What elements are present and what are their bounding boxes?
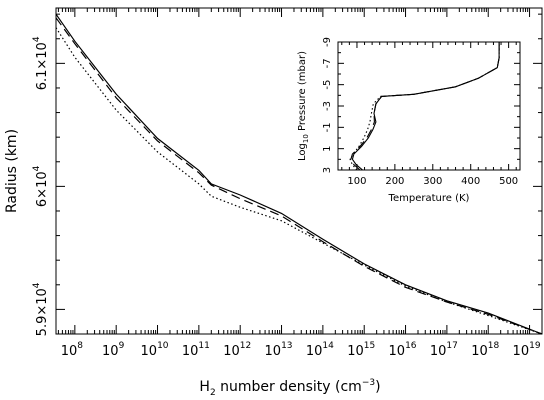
inset-x-tick-label: 200 xyxy=(385,176,404,187)
inset-y-tick-label: -5 xyxy=(322,80,333,90)
main-y-tick-label: 6.1×104 xyxy=(32,36,50,90)
main-plot-frame xyxy=(55,7,543,335)
main-x-tick-label: 1019 xyxy=(513,341,541,359)
main-x-tick-label: 1010 xyxy=(141,341,169,359)
inset-x-tick-label: 400 xyxy=(461,176,480,187)
inset-axis-ticks xyxy=(338,41,520,171)
main-x-axis-label: H2 number density (cm−3) xyxy=(199,378,380,398)
main-y-tick-label: 5.9×104 xyxy=(32,282,50,336)
inset-y-tick-label: 3 xyxy=(322,167,333,173)
main-x-tick-label: 108 xyxy=(61,341,84,359)
main-series-dashed xyxy=(55,17,543,335)
inset-y-tick-label: -7 xyxy=(322,58,333,68)
main-x-tick-label: 1015 xyxy=(347,341,375,359)
inset-x-tick-label: 100 xyxy=(347,176,366,187)
main-x-tick-label: 1016 xyxy=(389,341,417,359)
inset-x-tick-label: 500 xyxy=(499,176,518,187)
inset-x-tick-labels: 100 200 300 400 500 xyxy=(347,176,518,187)
inset-x-axis-label: Temperature (K) xyxy=(388,193,470,204)
main-x-tick-label: 1012 xyxy=(223,341,251,359)
inset-y-tick-label: -9 xyxy=(322,37,333,47)
main-x-tick-label: 1014 xyxy=(306,341,334,359)
main-x-tick-labels: 108 109 1010 1011 1012 1013 1014 1015 1016 1017 10… xyxy=(61,341,541,359)
inset-series-solid xyxy=(351,42,500,171)
main-x-tick-label: 1011 xyxy=(182,341,210,359)
main-x-tick-label: 1017 xyxy=(430,341,458,359)
main-x-tick-label: 1013 xyxy=(265,341,293,359)
main-series-lines xyxy=(55,13,543,335)
inset-plot-frame xyxy=(337,41,521,171)
inset-y-tick-label: 1 xyxy=(322,145,333,151)
inset-y-tick-labels: -9 -7 -5 -3 -1 1 3 xyxy=(322,37,333,173)
inset-y-axis-label: Log10 Pressure (mbar) xyxy=(297,51,310,161)
main-y-tick-label: 6×104 xyxy=(32,165,50,207)
main-series-solid xyxy=(55,13,543,335)
main-y-axis-label: Radius (km) xyxy=(4,129,20,213)
inset-y-tick-label: -1 xyxy=(322,122,333,132)
main-x-tick-label: 109 xyxy=(102,341,125,359)
inset-series-lines xyxy=(349,42,500,171)
main-axis-ticks xyxy=(56,8,543,335)
main-y-tick-labels: 5.9×104 6×104 6.1×104 xyxy=(32,36,50,336)
inset-series-dotted xyxy=(349,42,500,171)
inset-x-tick-label: 300 xyxy=(423,176,442,187)
main-x-tick-label: 1018 xyxy=(471,341,499,359)
inset-y-tick-label: -3 xyxy=(322,101,333,111)
